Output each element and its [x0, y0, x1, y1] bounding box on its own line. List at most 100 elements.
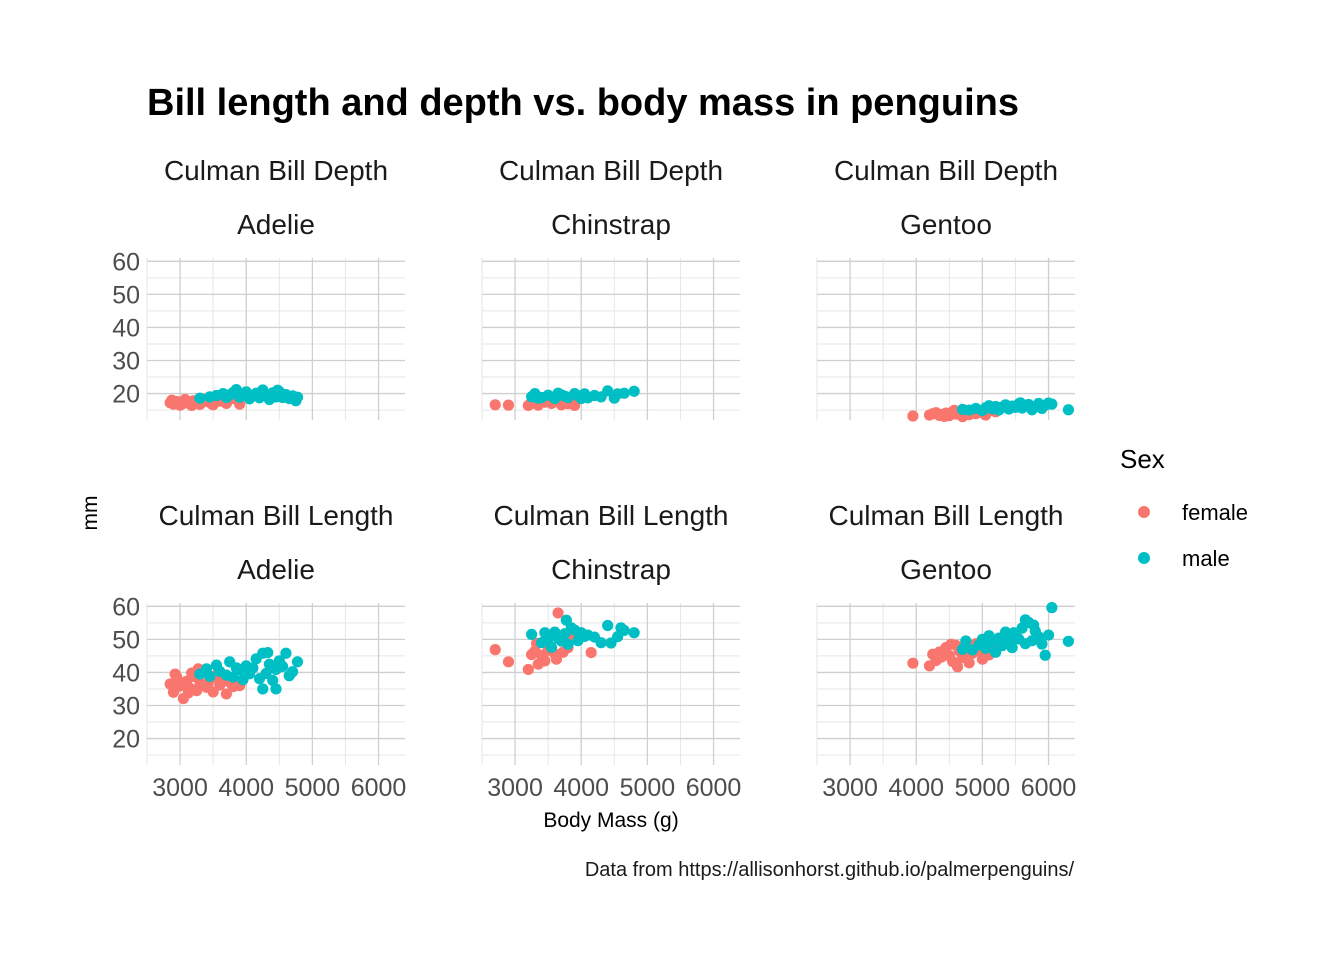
data-point-male	[1006, 642, 1018, 654]
data-point-female	[502, 399, 515, 411]
data-point-female	[550, 653, 563, 665]
data-point-male	[1008, 627, 1020, 639]
data-point-female	[948, 404, 960, 417]
facet-col-label: Adelie	[237, 209, 315, 240]
data-point-male	[1042, 629, 1055, 641]
data-point-female	[522, 663, 534, 676]
data-point-female	[907, 657, 919, 669]
data-point-male	[1014, 397, 1027, 409]
data-point-male	[532, 392, 544, 404]
data-point-male	[1039, 649, 1051, 661]
data-point-male	[618, 387, 630, 399]
data-point-male	[291, 656, 304, 668]
x-tick-label: 4000	[888, 774, 944, 802]
data-point-male	[1062, 404, 1074, 416]
data-point-female	[935, 651, 947, 663]
facet-panel: Culman Bill Depth Gentoo	[816, 155, 1075, 423]
facet-col-label: Chinstrap	[551, 554, 671, 585]
data-point-male	[560, 614, 572, 626]
data-point-male	[618, 624, 630, 637]
legend-title: Sex	[1120, 444, 1165, 474]
data-point-male	[1046, 602, 1058, 614]
data-point-male	[230, 383, 242, 396]
data-point-male	[602, 619, 614, 632]
data-point-female	[945, 638, 957, 650]
data-point-female	[569, 399, 581, 412]
data-point-male	[272, 384, 284, 396]
data-point-male	[260, 667, 272, 680]
data-point-female	[207, 686, 219, 698]
data-point-female	[166, 394, 178, 406]
x-tick-label: 3000	[822, 774, 878, 802]
data-point-female	[938, 410, 950, 422]
data-point-female	[169, 668, 181, 680]
data-point-male	[267, 674, 279, 686]
facet-col-label: Adelie	[237, 554, 315, 585]
data-point-male	[628, 385, 640, 397]
data-point-male	[257, 683, 269, 695]
data-point-male	[628, 627, 640, 639]
y-tick-label: 60	[112, 593, 140, 621]
data-point-male	[562, 638, 574, 650]
facet-panels: Culman Bill DepthAdelie2030405060Culman …	[112, 155, 1076, 802]
data-point-male	[270, 683, 282, 695]
y-tick-label: 40	[112, 314, 140, 342]
facet-panel: Culman Bill Depth Adelie 20 30 40 50 60	[112, 155, 405, 420]
data-point-male	[247, 662, 259, 674]
data-point-female	[182, 687, 194, 699]
facet-col-label: Gentoo	[900, 554, 992, 585]
x-tick-label: 6000	[686, 774, 742, 802]
data-point-male	[1019, 614, 1031, 626]
data-point-male	[262, 646, 274, 659]
data-point-male	[1036, 638, 1048, 650]
data-point-female	[552, 607, 564, 619]
x-tick-label: 4000	[218, 774, 274, 802]
chart-title: Bill length and depth vs. body mass in p…	[147, 82, 1019, 124]
facet-row-label: Culman Bill Length	[828, 500, 1063, 531]
data-point-male	[194, 392, 206, 404]
data-point-male	[204, 670, 216, 682]
data-point-male	[291, 391, 304, 403]
legend-label-female: female	[1182, 500, 1248, 525]
y-tick-label: 20	[112, 726, 140, 754]
y-tick-label: 50	[112, 626, 140, 654]
data-point-male	[227, 671, 239, 683]
facet-col-label: Gentoo	[900, 209, 992, 240]
y-tick-label: 50	[112, 281, 140, 309]
facet-row-label: Culman Bill Depth	[499, 155, 723, 186]
data-point-male	[545, 641, 558, 653]
data-point-female	[539, 655, 551, 667]
data-point-male	[960, 635, 972, 647]
facet-row-label: Culman Bill Length	[158, 500, 393, 531]
data-point-female	[186, 667, 198, 679]
x-tick-label: 5000	[955, 774, 1011, 802]
facet-panel: Culman Bill Depth Chinstrap	[481, 155, 740, 420]
facet-row-label: Culman Bill Depth	[164, 155, 388, 186]
legend-key-male	[1138, 552, 1150, 564]
data-point-male	[1046, 398, 1058, 410]
facet-panel: Culman Bill Length Gentoo 3000 4000 5000 6000	[816, 500, 1076, 802]
data-point-male	[277, 660, 289, 673]
data-point-female	[220, 688, 232, 700]
y-tick-label: 60	[112, 248, 140, 276]
x-tick-label: 6000	[351, 774, 407, 802]
y-tick-label: 20	[112, 381, 140, 409]
legend: Sex female male	[1120, 444, 1248, 571]
facet-row-label: Culman Bill Length	[493, 500, 728, 531]
y-tick-label: 30	[112, 347, 140, 375]
y-tick-label: 40	[112, 659, 140, 687]
data-point-male	[602, 385, 614, 397]
y-tick-label: 30	[112, 692, 140, 720]
chart-caption: Data from https://allisonhorst.github.io…	[585, 859, 1075, 881]
facet-panel: Culman Bill Length Adelie 20 30 40 50 60 3000 40…	[112, 500, 406, 802]
data-point-female	[963, 657, 975, 669]
data-point-male	[286, 666, 299, 678]
data-point-female	[951, 661, 964, 673]
facet-row-label: Culman Bill Depth	[834, 155, 1058, 186]
data-point-female	[489, 399, 501, 411]
legend-label-male: male	[1182, 546, 1230, 571]
data-point-female	[489, 644, 501, 656]
x-tick-label: 4000	[553, 774, 609, 802]
x-axis-label: Body Mass (g)	[543, 809, 678, 832]
